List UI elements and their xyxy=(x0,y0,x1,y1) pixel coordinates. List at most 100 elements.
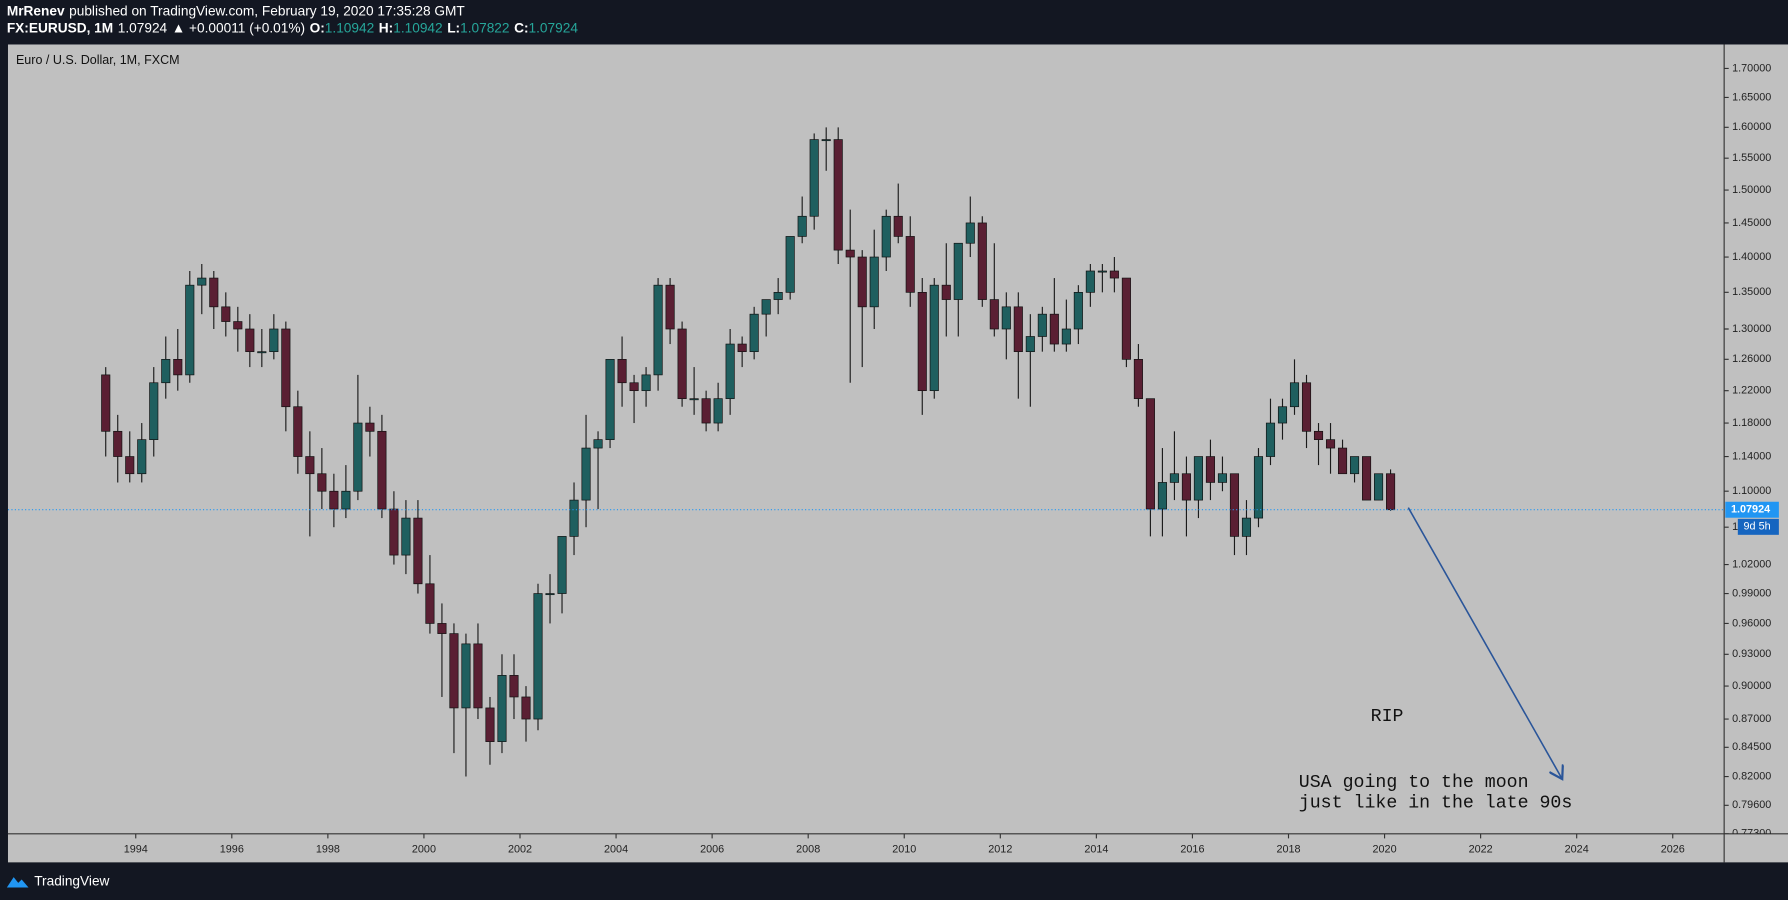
candle-body xyxy=(497,675,507,742)
candle-body xyxy=(449,633,459,709)
candle-body xyxy=(965,222,975,244)
candle-body xyxy=(1386,473,1396,511)
candle-body xyxy=(1181,473,1191,501)
x-tick-label: 2014 xyxy=(1084,844,1108,856)
candle-body xyxy=(617,359,627,384)
candle-body xyxy=(593,439,603,449)
y-tick-label: 1.10000 xyxy=(1732,485,1771,497)
candle-body xyxy=(929,284,939,392)
annotation: just like in the late 90s xyxy=(1299,794,1573,814)
candle-body xyxy=(149,382,159,440)
annotation: RIP xyxy=(1371,707,1404,727)
candle-body xyxy=(653,284,663,376)
candle-body xyxy=(581,447,591,501)
candle-body xyxy=(1313,430,1324,440)
candle-body xyxy=(1013,306,1023,353)
published: published on TradingView.com, February 1… xyxy=(69,3,465,18)
candle-body xyxy=(1109,270,1119,279)
candle-body xyxy=(629,382,639,392)
candle-body xyxy=(1229,473,1240,537)
plot xyxy=(7,127,1725,777)
h-value: 1.10942 xyxy=(393,20,442,35)
candle-body xyxy=(353,422,363,492)
candle-body xyxy=(557,536,567,594)
candle-body xyxy=(1097,270,1107,273)
candle-body xyxy=(1037,313,1047,337)
candle-body xyxy=(173,359,183,376)
x-tick-label: 2020 xyxy=(1373,844,1397,856)
candle-body xyxy=(977,222,987,300)
price-label-box xyxy=(1725,501,1779,518)
candle-body xyxy=(809,139,819,217)
author: MrRenev xyxy=(7,3,65,18)
candle-body xyxy=(461,643,471,709)
candle-body xyxy=(1374,473,1384,501)
candle-body xyxy=(1205,456,1215,483)
candle-body xyxy=(917,291,927,392)
candle-body xyxy=(125,456,135,475)
candle-body xyxy=(533,593,543,720)
candle-body xyxy=(737,343,747,353)
candle-body xyxy=(1253,456,1264,519)
candle-body xyxy=(1362,456,1372,501)
candle-body xyxy=(521,696,531,720)
candle-body xyxy=(665,284,675,330)
c-value: 1.07924 xyxy=(529,20,579,35)
y-tick-label: 1.65000 xyxy=(1732,91,1771,103)
candle-body xyxy=(233,321,243,330)
annotation: USA going to the moon xyxy=(1299,773,1529,793)
candle-body xyxy=(1349,456,1360,475)
candle-body xyxy=(677,328,687,400)
candle-body xyxy=(1073,291,1083,330)
y-tick-label: 1.70000 xyxy=(1732,62,1771,74)
y-tick-label: 1.40000 xyxy=(1732,251,1771,263)
candle-body xyxy=(749,313,759,353)
y-tick-label: 1.35000 xyxy=(1732,286,1771,298)
candle-body xyxy=(401,517,411,556)
candle-body xyxy=(857,256,867,308)
x-tick-label: 2002 xyxy=(508,844,532,856)
arrow xyxy=(1407,507,1562,779)
candle-body xyxy=(269,328,279,353)
candle-body xyxy=(785,236,795,293)
x-tick-label: 2000 xyxy=(412,844,436,856)
x-tick-label: 2026 xyxy=(1661,844,1685,856)
candle-body xyxy=(1085,270,1095,293)
candle-body xyxy=(485,707,495,742)
candle-body xyxy=(209,277,219,308)
candle-body xyxy=(161,359,171,384)
logo xyxy=(6,877,29,888)
candle-body xyxy=(1061,328,1071,345)
countdown: 9d 5h xyxy=(1744,521,1771,533)
quote-line: FX:EURUSD, 1M 1.07924 ▲ +0.00011 (+0.01%) O… xyxy=(7,20,578,35)
y-tick-label: 0.84500 xyxy=(1732,741,1771,753)
candle-body xyxy=(221,306,231,322)
price-label-group: 1.07924 9d 5h xyxy=(1725,501,1779,535)
x-tick-label: 2010 xyxy=(892,844,916,856)
candle-body xyxy=(1133,359,1143,400)
o-value: 1.10942 xyxy=(325,20,374,35)
candle-body xyxy=(1265,422,1276,457)
y-tick-label: 0.79600 xyxy=(1732,799,1771,811)
x-tick-label: 2012 xyxy=(988,844,1012,856)
l-value: 1.07822 xyxy=(460,20,509,35)
candle-body xyxy=(281,328,291,408)
candle-body xyxy=(953,242,963,300)
candle-body xyxy=(989,299,999,330)
y-tick-label: 1.55000 xyxy=(1732,152,1771,164)
candle-body xyxy=(845,249,855,258)
y-tick-label: 0.99000 xyxy=(1732,587,1771,599)
y-tick-label: 1.60000 xyxy=(1732,121,1771,133)
candle-body xyxy=(185,284,195,376)
candle-body xyxy=(761,299,771,315)
candle-body xyxy=(1241,517,1252,537)
candle-body xyxy=(701,398,711,424)
x-tick-label: 1996 xyxy=(220,844,244,856)
candle-body xyxy=(605,359,615,440)
y-tick-label: 0.93000 xyxy=(1732,648,1771,660)
y-tick-label: 0.77300 xyxy=(1732,828,1771,840)
candle-body xyxy=(773,291,783,300)
candle-body xyxy=(293,406,303,457)
x-tick-label: 2018 xyxy=(1276,844,1300,856)
